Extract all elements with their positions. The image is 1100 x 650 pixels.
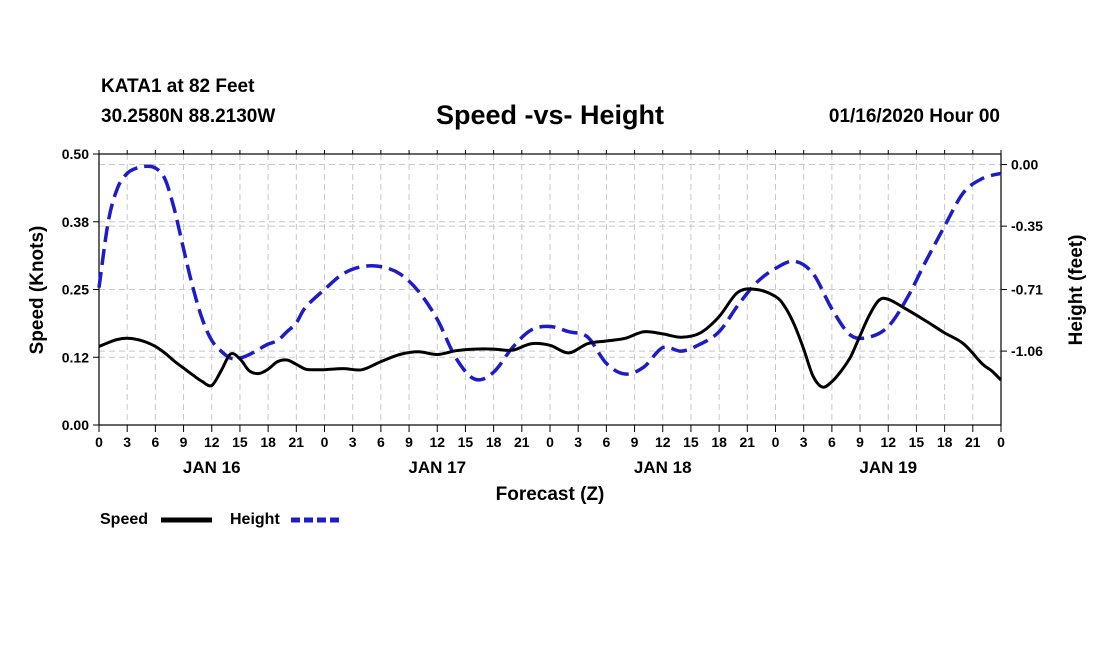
x-day-label: JAN 16 [183,458,241,477]
x-tick-label: 15 [683,434,699,450]
series-height-line [97,164,1002,382]
y-right-tick-label: -1.06 [1011,343,1043,359]
x-tick-label: 6 [602,434,610,450]
x-tick-label: 0 [321,434,329,450]
y-right-tick-label: -0.35 [1011,218,1043,234]
x-day-label: JAN 19 [859,458,917,477]
x-tick-label: 9 [180,434,188,450]
y-axis-left-title: Speed (Knots) [27,226,48,355]
x-tick-label: 0 [546,434,554,450]
x-tick-label: 15 [458,434,474,450]
x-tick-label: 21 [514,434,530,450]
y-right-tick-label: 0.00 [1011,157,1038,173]
x-tick-label: 3 [123,434,131,450]
x-tick-label: 0 [772,434,780,450]
x-tick-label: 6 [151,434,159,450]
x-day-label: JAN 18 [634,458,692,477]
x-tick-label: 3 [574,434,582,450]
y-axis-right-title: Height (feet) [1066,235,1087,346]
x-tick-label: 6 [828,434,836,450]
x-tick-label: 12 [429,434,445,450]
axis-ticks: 0 3 6 9 12 15 18 21 0 3 6 9 12 15 18 21 0 3 6 9 12 15 18 21 0 3 6 9… [62,146,1043,477]
y-left-tick-label: 0.38 [62,214,89,230]
x-tick-label: 18 [260,434,276,450]
x-tick-label: 9 [631,434,639,450]
chart-title: Speed -vs- Height [435,100,665,130]
y-left-tick-label: 0.50 [62,146,89,162]
x-tick-label: 21 [965,434,981,450]
x-tick-label: 15 [909,434,925,450]
legend-height-label: Height [230,511,280,528]
legend-speed-label: Speed [100,511,148,528]
y-left-tick-label: 0.00 [62,417,89,433]
x-tick-label: 9 [856,434,864,450]
x-tick-label: 3 [800,434,808,450]
station-name: KATA1 at 82 Feet [101,76,255,97]
x-tick-label: 9 [405,434,413,450]
y-left-tick-label: 0.12 [62,349,89,365]
y-left-tick-label: 0.25 [62,282,89,298]
series-lines [97,164,1003,389]
x-tick-label: 6 [377,434,385,450]
x-tick-label: 18 [711,434,727,450]
x-tick-label: 18 [937,434,953,450]
x-tick-label: 12 [204,434,220,450]
chart-datetime: 01/16/2020 Hour 00 [828,106,1000,127]
x-tick-label: 12 [655,434,671,450]
x-tick-label: 0 [997,434,1005,450]
series-speed-line [98,287,1003,389]
x-tick-label: 15 [232,434,248,450]
x-tick-label: 12 [880,434,896,450]
x-tick-label: 21 [289,434,305,450]
station-coordinates: 30.2580N 88.2130W [101,106,276,127]
legend: Speed Height [100,511,342,528]
x-tick-label: 21 [740,434,756,450]
x-tick-label: 18 [486,434,502,450]
x-axis-title: Forecast (Z) [496,484,605,505]
grid-lines [99,154,1001,425]
y-right-tick-label: -0.71 [1011,282,1043,298]
x-day-label: JAN 17 [408,458,466,477]
x-tick-label: 0 [95,434,103,450]
x-tick-label: 3 [349,434,357,450]
